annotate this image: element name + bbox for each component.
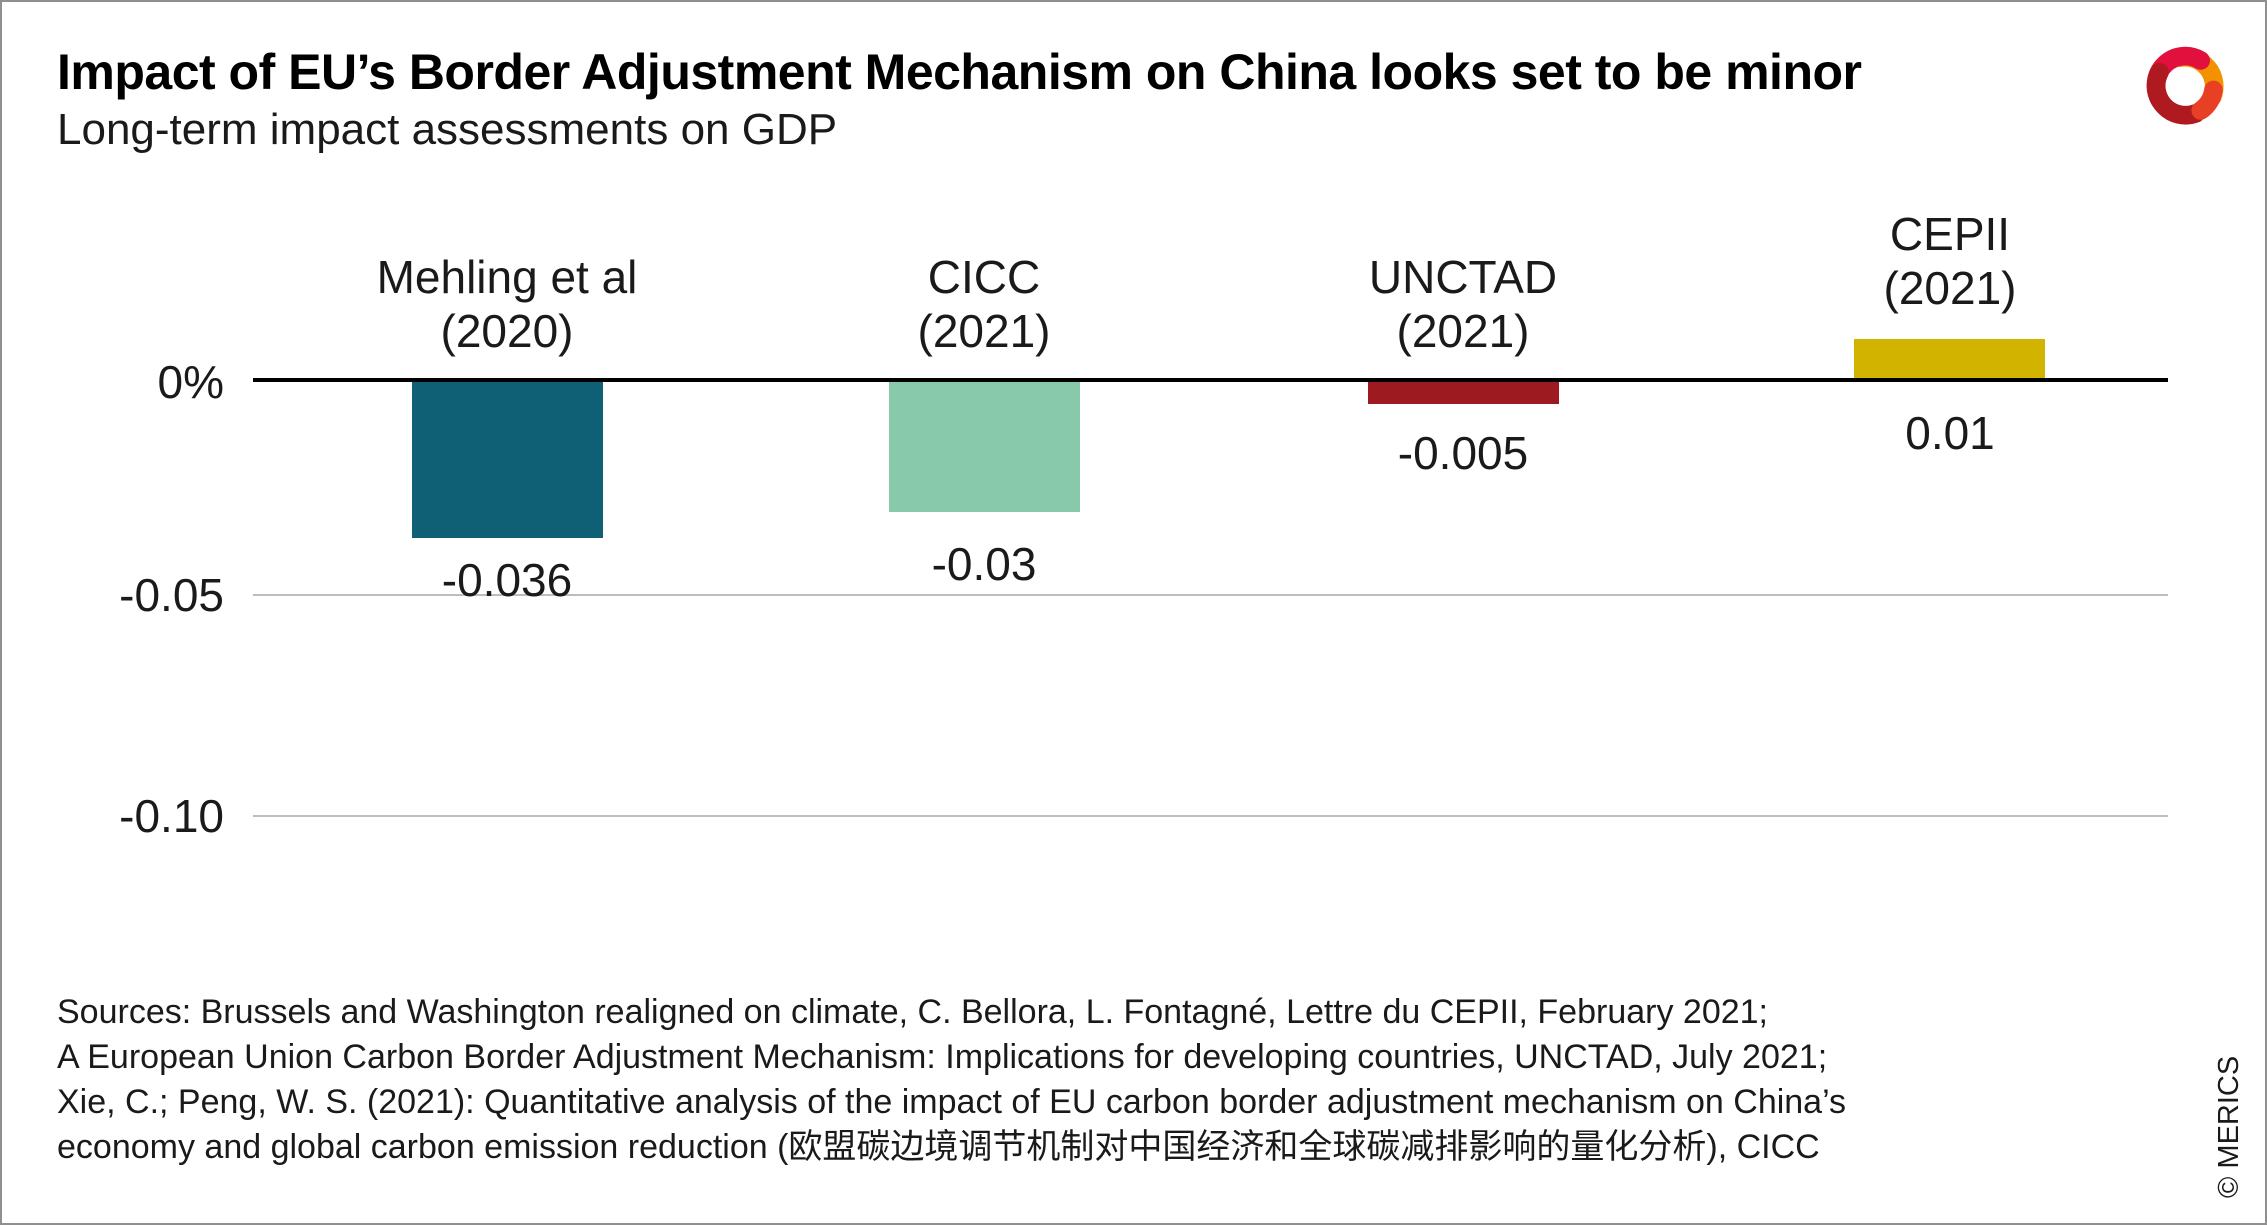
category-label-mehling: Mehling et al (2020) (287, 250, 727, 358)
category-label-line2: (2021) (1396, 305, 1530, 357)
category-label-unctad: UNCTAD (2021) (1243, 250, 1683, 358)
zero-axis-line (253, 378, 2168, 382)
chart-title: Impact of EU’s Border Adjustment Mechani… (57, 44, 1862, 100)
chart-subtitle: Long-term impact assessments on GDP (57, 105, 838, 154)
value-label-cicc: -0.03 (931, 538, 1037, 590)
copyright-vertical-label: © MERICS (2213, 1055, 2245, 1198)
logo-arc-red (2191, 80, 2223, 120)
sources-block: Sources: Brussels and Washington realign… (57, 990, 2107, 1170)
value-label-unctad: -0.005 (1397, 427, 1529, 479)
category-label-line2: (2021) (917, 305, 1051, 357)
category-label-line1: Mehling et al (376, 251, 638, 303)
bar-rect (889, 382, 1080, 512)
sources-line: A European Union Carbon Border Adjustmen… (57, 1038, 1828, 1076)
bar-rect (1368, 382, 1559, 404)
category-label-cicc: CICC (2021) (764, 250, 1204, 358)
sources-line: Xie, C.; Peng, W. S. (2021): Quantitativ… (57, 1083, 1847, 1121)
sources-line: Sources: Brussels and Washington realign… (57, 993, 1768, 1031)
bar-rect (412, 382, 603, 538)
category-label-line1: CICC (927, 251, 1041, 303)
y-tick-minus-0-10: -0.10 (119, 790, 224, 842)
gridline-minus-0-05 (253, 594, 2168, 596)
bar-rect (1854, 339, 2045, 382)
y-tick-minus-0-05: -0.05 (119, 569, 224, 621)
merics-logo (2146, 46, 2224, 125)
value-label-mehling: -0.036 (441, 554, 573, 606)
sources-line: economy and global carbon emission reduc… (57, 1128, 1820, 1166)
gridline-minus-0-10 (253, 815, 2168, 817)
y-tick-zero: 0% (157, 356, 224, 408)
category-label-cepii: CEPII (2021) (1730, 207, 2170, 315)
category-label-line1: CEPII (1889, 208, 2011, 260)
category-label-line2: (2020) (440, 305, 574, 357)
category-label-line2: (2021) (1883, 262, 2017, 314)
logo-arc-dark-red (2146, 62, 2206, 125)
category-label-line1: UNCTAD (1368, 251, 1558, 303)
value-label-cepii: 0.01 (1905, 407, 1995, 459)
